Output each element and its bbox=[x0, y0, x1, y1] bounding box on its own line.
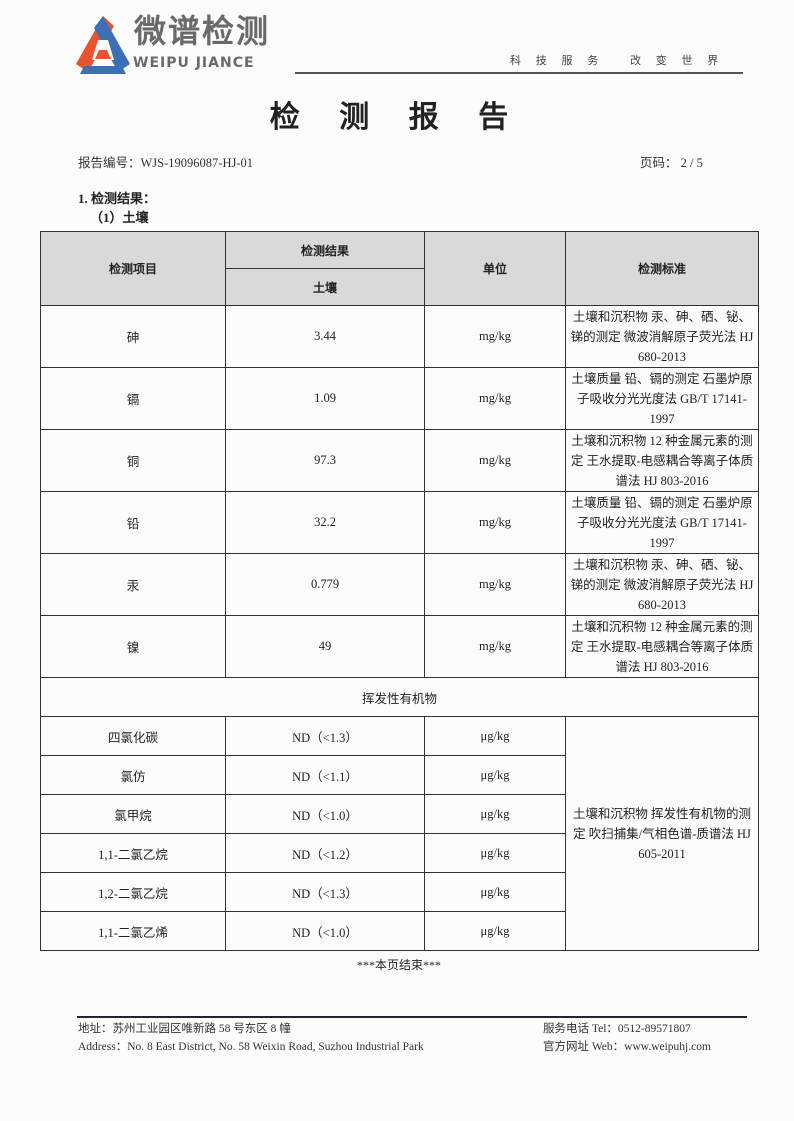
value-cell: 97.3 bbox=[225, 429, 425, 492]
standard-cell: 土壤和沉积物 12 种金属元素的测定 王水提取-电感耦合等离子体质谱法 HJ 8… bbox=[565, 429, 759, 492]
value-cell: ND（<1.2） bbox=[225, 833, 425, 873]
item-cell: 砷 bbox=[40, 305, 226, 368]
table-row: 砷 3.44 mg/kg 土壤和沉积物 汞、砷、硒、铋、锑的测定 微波消解原子荧… bbox=[40, 305, 759, 368]
table-row: 镉 1.09 mg/kg 土壤质量 铅、镉的测定 石墨炉原子吸收分光光度法 GB… bbox=[40, 367, 759, 430]
table-row: 镍 49 mg/kg 土壤和沉积物 12 种金属元素的测定 王水提取-电感耦合等… bbox=[40, 615, 759, 678]
table-row: 1,1-二氯乙烯 ND（<1.0） μg/kg bbox=[40, 911, 759, 951]
logo-text-cn: 微谱检测 bbox=[134, 12, 271, 50]
results-area: 检测项目 检测结果 单位 检测标准 土壤 砷 3.44 mg/kg 土壤和沉积物… bbox=[40, 231, 759, 973]
value-cell: ND（<1.3） bbox=[225, 872, 425, 912]
item-cell: 四氯化碳 bbox=[40, 716, 226, 756]
table-row: 氯仿 ND（<1.1） μg/kg bbox=[40, 755, 759, 795]
end-note: ***本页结束*** bbox=[356, 958, 441, 972]
table-row: 铜 97.3 mg/kg 土壤和沉积物 12 种金属元素的测定 王水提取-电感耦… bbox=[40, 429, 759, 492]
subsection-heading: （1）土壤 bbox=[90, 210, 149, 225]
page-number: 页码： 2 / 5 bbox=[640, 156, 703, 170]
value-cell: 0.779 bbox=[225, 553, 425, 616]
logo-icon bbox=[76, 16, 130, 74]
table-row: 汞 0.779 mg/kg 土壤和沉积物 汞、砷、硒、铋、锑的测定 微波消解原子… bbox=[40, 553, 759, 616]
item-cell: 1,1-二氯乙烯 bbox=[40, 911, 226, 951]
results-table: 检测项目 检测结果 单位 检测标准 土壤 砷 3.44 mg/kg 土壤和沉积物… bbox=[40, 231, 759, 951]
unit-cell: μg/kg bbox=[424, 794, 566, 834]
header-sample: 土壤 bbox=[225, 268, 425, 306]
standard-cell: 土壤质量 铅、镉的测定 石墨炉原子吸收分光光度法 GB/T 17141-1997 bbox=[565, 491, 759, 554]
standard-cell: 土壤质量 铅、镉的测定 石墨炉原子吸收分光光度法 GB/T 17141-1997 bbox=[565, 367, 759, 430]
item-cell: 汞 bbox=[40, 553, 226, 616]
value-cell: 3.44 bbox=[225, 305, 425, 368]
voc-standard-cell: 土壤和沉积物 挥发性有机物的测定 吹扫捕集/气相色谱-质谱法 HJ 605-20… bbox=[565, 716, 759, 951]
header-standard: 检测标准 bbox=[565, 231, 759, 306]
unit-cell: μg/kg bbox=[424, 911, 566, 951]
item-cell: 镍 bbox=[40, 615, 226, 678]
standard-cell: 土壤和沉积物 汞、砷、硒、铋、锑的测定 微波消解原子荧光法 HJ 680-201… bbox=[565, 305, 759, 368]
header-item: 检测项目 bbox=[40, 231, 226, 306]
header-unit: 单位 bbox=[424, 231, 566, 306]
unit-cell: μg/kg bbox=[424, 872, 566, 912]
unit-cell: μg/kg bbox=[424, 716, 566, 756]
unit-cell: μg/kg bbox=[424, 755, 566, 795]
item-cell: 1,2-二氯乙烷 bbox=[40, 872, 226, 912]
value-cell: 32.2 bbox=[225, 491, 425, 554]
unit-cell: mg/kg bbox=[424, 553, 566, 616]
unit-cell: μg/kg bbox=[424, 833, 566, 873]
address-cn: 地址：苏州工业园区唯新路 58 号东区 8 幢 bbox=[78, 1023, 291, 1035]
value-cell: ND（<1.0） bbox=[225, 911, 425, 951]
item-cell: 1,1-二氯乙烷 bbox=[40, 833, 226, 873]
header-divider bbox=[295, 72, 743, 74]
value-cell: ND（<1.3） bbox=[225, 716, 425, 756]
standard-cell: 土壤和沉积物 12 种金属元素的测定 王水提取-电感耦合等离子体质谱法 HJ 8… bbox=[565, 615, 759, 678]
unit-cell: mg/kg bbox=[424, 615, 566, 678]
header-result: 检测结果 bbox=[225, 231, 425, 269]
address-en: Address：No. 8 East District, No. 58 Weix… bbox=[78, 1041, 424, 1053]
table-row: 四氯化碳 ND（<1.3） μg/kg 土壤和沉积物 挥发性有机物的测定 吹扫捕… bbox=[40, 716, 759, 951]
unit-cell: mg/kg bbox=[424, 367, 566, 430]
table-row: 1,1-二氯乙烷 ND（<1.2） μg/kg bbox=[40, 833, 759, 873]
item-cell: 铜 bbox=[40, 429, 226, 492]
voc-section-row: 挥发性有机物 bbox=[40, 677, 759, 717]
slogan: 科 技 服 务 改 变 世 界 bbox=[510, 55, 725, 67]
value-cell: 49 bbox=[225, 615, 425, 678]
value-cell: ND（<1.1） bbox=[225, 755, 425, 795]
page-title: 检 测 报 告 bbox=[269, 101, 525, 134]
logo-text-en: WEIPU JIANCE bbox=[133, 55, 255, 71]
unit-cell: mg/kg bbox=[424, 305, 566, 368]
unit-cell: mg/kg bbox=[424, 429, 566, 492]
website: 官方网址 Web：www.weipuhj.com bbox=[543, 1041, 711, 1053]
value-cell: 1.09 bbox=[225, 367, 425, 430]
footer-divider bbox=[77, 1016, 747, 1018]
table-row: 铅 32.2 mg/kg 土壤质量 铅、镉的测定 石墨炉原子吸收分光光度法 GB… bbox=[40, 491, 759, 554]
unit-cell: mg/kg bbox=[424, 491, 566, 554]
item-cell: 铅 bbox=[40, 491, 226, 554]
value-cell: ND（<1.0） bbox=[225, 794, 425, 834]
item-cell: 镉 bbox=[40, 367, 226, 430]
item-cell: 氯仿 bbox=[40, 755, 226, 795]
section-heading: 1. 检测结果： bbox=[78, 191, 157, 206]
tel: 服务电话 Tel：0512-89571807 bbox=[543, 1023, 691, 1035]
report-number: 报告编号：WJS-19096087-HJ-01 bbox=[78, 156, 253, 170]
item-cell: 氯甲烷 bbox=[40, 794, 226, 834]
standard-cell: 土壤和沉积物 汞、砷、硒、铋、锑的测定 微波消解原子荧光法 HJ 680-201… bbox=[565, 553, 759, 616]
